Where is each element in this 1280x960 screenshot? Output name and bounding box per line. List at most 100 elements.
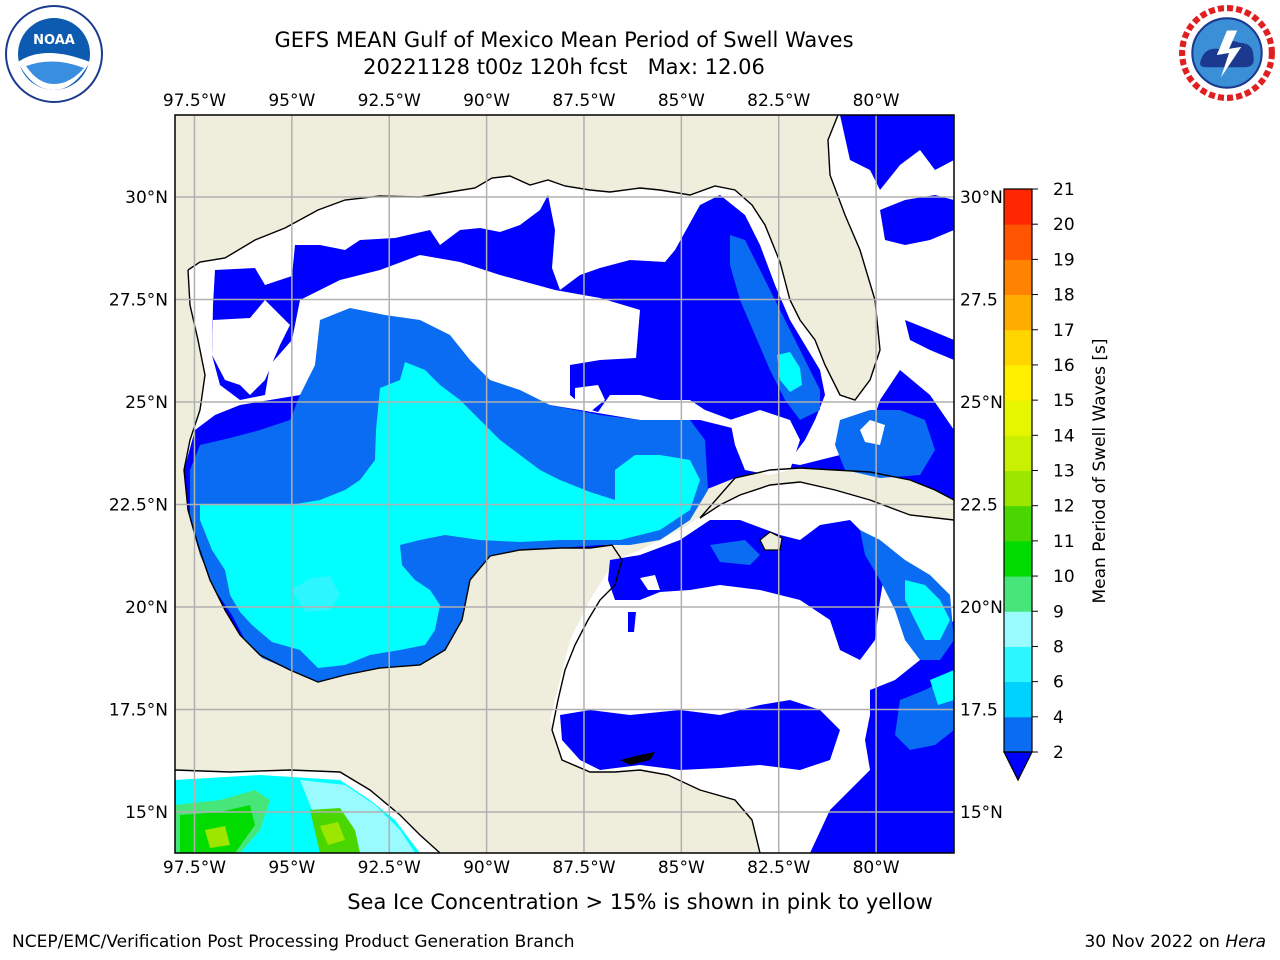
latitude-label: 15°N xyxy=(960,803,1003,823)
latitude-label: 25°N xyxy=(960,393,1003,413)
island xyxy=(620,752,655,765)
latitude-label: 27.5 xyxy=(960,291,998,311)
colorbar-tick-label: 4 xyxy=(1053,708,1064,728)
colorbar-tick-label: 11 xyxy=(1053,532,1075,552)
longitude-label: 80°W xyxy=(853,858,900,878)
colorbar-tick-label: 16 xyxy=(1053,356,1075,376)
longitude-label: 92.5°W xyxy=(358,91,421,111)
noaa-logo: NOAA xyxy=(4,4,104,104)
colorbar-tick-label: 18 xyxy=(1053,286,1075,306)
latitude-label: 15°N xyxy=(125,803,168,823)
colorbar-tick-label: 8 xyxy=(1053,637,1064,657)
longitude-label: 95°W xyxy=(268,858,315,878)
longitude-label: 85°W xyxy=(658,91,705,111)
swell-band-8-9 xyxy=(292,576,340,612)
longitude-label: 87.5°W xyxy=(552,91,615,111)
longitude-label: 97.5°W xyxy=(163,858,226,878)
island xyxy=(759,531,783,551)
colorbar-segment xyxy=(1004,681,1032,718)
colorbar-tick-label: 10 xyxy=(1053,567,1075,587)
longitude-label: 90°W xyxy=(463,858,510,878)
colorbar-segment xyxy=(1004,294,1032,331)
swell-band-2-4 xyxy=(628,612,636,632)
longitude-labels-top: 97.5°W 95°W 92.5°W 90°W 87.5°W 85°W 82.5°W 80°W xyxy=(163,91,900,111)
latitude-labels-left: 30°N 27.5°N 25°N 22.5°N 20°N 17.5°N 15°N xyxy=(109,188,168,823)
colorbar-segment xyxy=(1004,576,1032,612)
longitude-label: 92.5°W xyxy=(358,858,421,878)
colorbar-tick-label: 2 xyxy=(1053,743,1064,763)
no-swell-area xyxy=(575,385,605,412)
colorbar-tick-label: 12 xyxy=(1053,497,1075,517)
swell-band-6-8 xyxy=(930,670,954,705)
colorbar-segment xyxy=(1004,505,1032,542)
colorbar-extend-arrow xyxy=(1003,751,1033,782)
colorbar-tick-label: 14 xyxy=(1053,426,1075,446)
longitude-label: 80°W xyxy=(853,91,900,111)
colorbar-segment xyxy=(1004,540,1032,577)
swell-band-2-4 xyxy=(212,195,825,470)
longitude-label: 95°W xyxy=(268,91,315,111)
latitude-label: 22.5°N xyxy=(109,496,168,516)
footnote: Sea Ice Concentration > 15% is shown in … xyxy=(347,890,933,914)
coastline xyxy=(699,481,954,521)
latitude-label: 17.5°N xyxy=(109,701,168,721)
credit-text: NCEP/EMC/Verification Post Processing Pr… xyxy=(12,932,575,952)
colorbar-segment xyxy=(1004,364,1032,401)
longitude-label: 87.5°W xyxy=(552,858,615,878)
colorbar-segment xyxy=(1004,611,1032,647)
colorbar-segment xyxy=(1004,259,1032,296)
no-swell-area xyxy=(860,420,885,445)
colorbar-segment xyxy=(1004,435,1032,471)
colorbar-segment xyxy=(1004,329,1032,366)
longitude-label: 82.5°W xyxy=(747,858,810,878)
latitude-label: 20°N xyxy=(960,598,1003,618)
colorbar-segment xyxy=(1004,189,1032,225)
coastline xyxy=(175,769,441,853)
colorbar-segment xyxy=(1004,400,1032,436)
swell-band-2-4 xyxy=(905,320,954,360)
national-weather-service-logo xyxy=(1176,2,1278,104)
colorbar-tick-label: 17 xyxy=(1053,321,1075,341)
chart-subtitle: 20221128 t00z 120h fcst Max: 12.06 xyxy=(363,55,765,79)
colorbar-segment xyxy=(1004,716,1032,753)
latitude-labels-right: 30°N 27.5 25°N 22.5 20°N 17.5 15°N xyxy=(960,188,1003,823)
credit-date: 30 Nov 2022 on Hera xyxy=(1084,932,1266,952)
map-frame xyxy=(174,114,955,854)
colorbar-tick-label: 6 xyxy=(1053,673,1064,693)
colorbar: 2 4 6 8 9 10 11 12 13 14 15 16 17 18 19 20 21 xyxy=(1003,180,1075,782)
swell-band-2-4 xyxy=(608,520,885,660)
latitude-label: 27.5°N xyxy=(109,291,168,311)
swell-band-2-4 xyxy=(840,115,954,190)
chart-title: GEFS MEAN Gulf of Mexico Mean Period of … xyxy=(274,28,854,52)
longitude-label: 82.5°W xyxy=(747,91,810,111)
swell-band-2-4 xyxy=(810,620,954,853)
latitude-label: 17.5 xyxy=(960,701,998,721)
svg-text:NOAA: NOAA xyxy=(33,33,75,48)
longitude-label: 85°W xyxy=(658,858,705,878)
colorbar-tick-label: 19 xyxy=(1053,250,1075,270)
coastline xyxy=(183,269,761,853)
longitude-label: 97.5°W xyxy=(163,91,226,111)
gridlines xyxy=(175,115,954,853)
colorbar-segment xyxy=(1004,224,1032,260)
colorbar-label: Mean Period of Swell Waves [s] xyxy=(1090,339,1110,604)
colorbar-tick-label: 21 xyxy=(1053,180,1075,200)
latitude-label: 30°N xyxy=(125,188,168,208)
swell-band-6-8 xyxy=(777,352,802,392)
colorbar-segment xyxy=(1004,470,1032,507)
colorbar-tick-label: 13 xyxy=(1053,462,1075,482)
swell-band-2-4 xyxy=(880,195,954,245)
longitude-labels-bottom: 97.5°W 95°W 92.5°W 90°W 87.5°W 85°W 82.5°W 80°W xyxy=(163,858,900,878)
swell-band-6-8 xyxy=(905,580,950,640)
pacific-swell-12 xyxy=(320,822,345,845)
no-swell-area xyxy=(730,410,800,475)
no-swell-area xyxy=(212,300,290,395)
colorbar-tick-label: 9 xyxy=(1053,602,1064,622)
coastline xyxy=(699,467,954,519)
latitude-label: 22.5 xyxy=(960,496,998,516)
swell-band-2-4 xyxy=(560,700,840,770)
longitude-label: 90°W xyxy=(463,91,510,111)
latitude-label: 20°N xyxy=(125,598,168,618)
colorbar-tick-label: 15 xyxy=(1053,391,1075,411)
